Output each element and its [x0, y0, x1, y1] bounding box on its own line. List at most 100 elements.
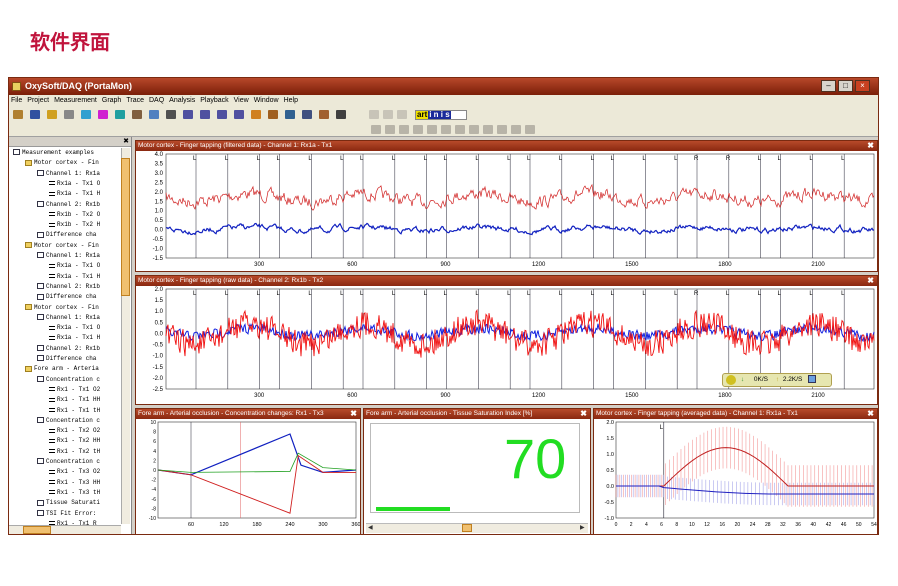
panel-tsi[interactable]: Fore arm - Arterial occlusion - Tissue S… [363, 408, 591, 534]
toolbar2-button-2[interactable] [399, 125, 409, 134]
tree-item[interactable]: Rx1 - Tx2 HH [49, 436, 100, 446]
menu-project[interactable]: Project [27, 97, 50, 104]
tree-item[interactable]: Rx1 - Tx1 tH [49, 406, 100, 416]
toolbar2-button-9[interactable] [497, 125, 507, 134]
toolbar-button-0[interactable] [13, 110, 23, 119]
tree-item[interactable]: Fore arm - Arteria [25, 364, 99, 374]
tree-item[interactable]: Motor cortex - Fin [25, 158, 99, 168]
tree-item[interactable]: Rx1b - Tx2 H [49, 220, 100, 230]
tree-item[interactable]: Rx1 - Tx1 HH [49, 395, 100, 405]
toolbar-button-3[interactable] [64, 110, 74, 119]
toolbar2-button-8[interactable] [483, 125, 493, 134]
toolbar2-button-6[interactable] [455, 125, 465, 134]
toolbar-button-9[interactable] [166, 110, 176, 119]
toolbar2-button-11[interactable] [525, 125, 535, 134]
tree-item[interactable]: Channel 1: Rx1a [37, 251, 100, 261]
menu-playback[interactable]: Playback [200, 97, 229, 104]
menu-trace[interactable]: Trace [126, 97, 144, 104]
tree-item[interactable]: Concentration c [37, 416, 100, 426]
menu-window[interactable]: Window [253, 97, 279, 104]
playback-button-2[interactable] [397, 110, 407, 119]
tree-item[interactable]: Rx1 - Tx3 tH [49, 488, 100, 498]
menu-view[interactable]: View [233, 97, 249, 104]
tree-item[interactable]: Rx1a - Tx1 H [49, 333, 100, 343]
tree-hscroll-thumb[interactable] [23, 526, 51, 534]
panel-filtered[interactable]: Motor cortex - Finger tapping (filtered … [135, 140, 878, 272]
tree-scrollbar[interactable] [121, 148, 130, 524]
tree-item[interactable]: Rx1 - Tx2 O2 [49, 426, 100, 436]
tree-item[interactable]: Rx1 - Tx3 HH [49, 478, 100, 488]
tree-item[interactable]: Difference cha [37, 292, 96, 302]
panel-close-icon[interactable]: ✖ [867, 141, 874, 150]
tree-item[interactable]: TSI Fit Error: [37, 509, 96, 519]
tree-hscrollbar[interactable] [9, 525, 121, 534]
tree-item[interactable]: Rx1 - Tx2 tH [49, 447, 100, 457]
toolbar-button-5[interactable] [98, 110, 108, 119]
toolbar-button-6[interactable] [115, 110, 125, 119]
toolbar-button-18[interactable] [319, 110, 329, 119]
tree-item[interactable]: Rx1 - Tx3 O2 [49, 467, 100, 477]
toolbar-button-4[interactable] [81, 110, 91, 119]
toolbar-button-7[interactable] [132, 110, 142, 119]
toolbar-button-1[interactable] [30, 110, 40, 119]
tree-item[interactable]: Tissue Saturati [37, 498, 100, 508]
tree-scroll-thumb[interactable] [121, 158, 130, 296]
tree-item[interactable]: Motor cortex - Fin [25, 303, 99, 313]
toolbar2-button-3[interactable] [413, 125, 423, 134]
toolbar-button-10[interactable] [183, 110, 193, 119]
toolbar-button-8[interactable] [149, 110, 159, 119]
tree-item[interactable]: Channel 2: Rx1b [37, 344, 100, 354]
menu-measurement[interactable]: Measurement [54, 97, 97, 104]
toolbar2-button-4[interactable] [427, 125, 437, 134]
tree-item[interactable]: Channel 1: Rx1a [37, 169, 100, 179]
tree-item[interactable]: Motor cortex - Fin [25, 241, 99, 251]
maximize-button[interactable]: □ [838, 80, 853, 92]
tree-item[interactable]: Rx1a - Tx1 O [49, 261, 100, 271]
toolbar2-button-0[interactable] [371, 125, 381, 134]
close-button[interactable]: × [855, 80, 870, 92]
toolbar-button-15[interactable] [268, 110, 278, 119]
toolbar2-button-10[interactable] [511, 125, 521, 134]
panel-close-icon[interactable]: ✖ [867, 276, 874, 285]
tree-item[interactable]: Concentration c [37, 375, 100, 385]
tree-item[interactable]: Rx1a - Tx1 O [49, 179, 100, 189]
measurement-tree[interactable]: ✖ Measurement examples Motor cortex - Fin… [9, 137, 132, 534]
tree-item[interactable]: Channel 2: Rx1b [37, 282, 100, 292]
tsi-scrollbar[interactable] [366, 523, 588, 533]
panel-close-icon[interactable]: ✖ [350, 409, 357, 418]
tree-item[interactable]: Rx1 - Tx1 R [49, 519, 97, 529]
minimize-button[interactable]: – [821, 80, 836, 92]
toolbar-button-16[interactable] [285, 110, 295, 119]
panel-close-icon[interactable]: ✖ [580, 409, 587, 418]
toolbar2-button-5[interactable] [441, 125, 451, 134]
toolbar-button-12[interactable] [217, 110, 227, 119]
panel-close-icon[interactable]: ✖ [867, 409, 874, 418]
tree-item[interactable]: Channel 1: Rx1a [37, 313, 100, 323]
tree-item[interactable]: Difference cha [37, 354, 96, 364]
panel-occlusion[interactable]: Fore arm - Arterial occlusion - Concentr… [135, 408, 361, 534]
tree-item[interactable]: Concentration c [37, 457, 100, 467]
menu-analysis[interactable]: Analysis [169, 97, 196, 104]
toolbar-button-14[interactable] [251, 110, 261, 119]
menu-daq[interactable]: DAQ [148, 97, 165, 104]
scroll-left-icon[interactable]: ◀ [368, 525, 373, 531]
tree-item[interactable]: Rx1b - Tx2 O [49, 210, 100, 220]
playback-button-0[interactable] [369, 110, 379, 119]
menu-file[interactable]: File [11, 97, 23, 104]
toolbar-button-2[interactable] [47, 110, 57, 119]
tsi-scroll-thumb[interactable] [462, 524, 472, 532]
tree-item[interactable]: Measurement examples [13, 148, 94, 158]
toolbar2-button-7[interactable] [469, 125, 479, 134]
toolbar-button-19[interactable] [336, 110, 346, 119]
toolbar-button-11[interactable] [200, 110, 210, 119]
menu-help[interactable]: Help [283, 97, 298, 104]
tree-item[interactable]: Difference cha [37, 230, 96, 240]
tree-item[interactable]: Channel 2: Rx1b [37, 200, 100, 210]
scroll-right-icon[interactable]: ▶ [580, 525, 585, 531]
tree-close-icon[interactable]: ✖ [9, 137, 131, 147]
panel-averaged[interactable]: Motor cortex - Finger tapping (averaged … [593, 408, 878, 534]
toolbar2-button-1[interactable] [385, 125, 395, 134]
data-rate-indicator[interactable]: ↓ 0K/S ↑ 2.2K/S [722, 373, 832, 387]
toolbar-button-17[interactable] [302, 110, 312, 119]
tree-item[interactable]: Rx1a - Tx1 H [49, 272, 100, 282]
